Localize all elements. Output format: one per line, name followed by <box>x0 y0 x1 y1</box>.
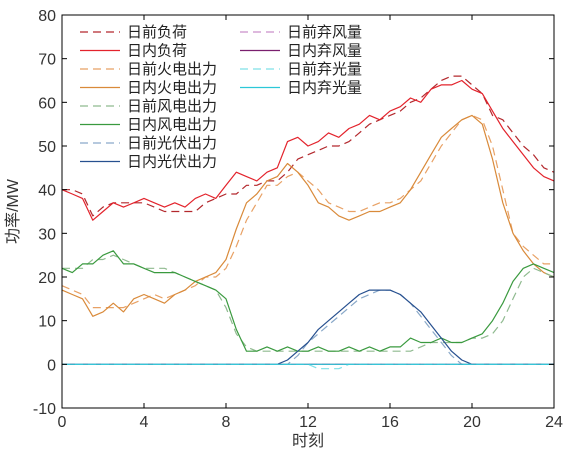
x-axis-title: 时刻 <box>292 432 324 450</box>
legend-label-1: 日前负荷 <box>127 24 187 41</box>
x-tick-label: 16 <box>381 414 399 431</box>
legend-label-2: 日内负荷 <box>127 43 187 60</box>
legend-label-5: 日前风电出力 <box>127 98 217 115</box>
y-tick-label: 40 <box>38 183 56 200</box>
legend-label-8: 日内光伏出力 <box>127 154 217 171</box>
y-tick-label: 0 <box>47 357 56 374</box>
series-line-3 <box>61 114 554 309</box>
x-tick-label: 0 <box>58 414 67 431</box>
legend-label-4: 日内火电出力 <box>127 80 217 97</box>
series-layer <box>61 75 555 370</box>
legend-label-7: 日前光伏出力 <box>127 135 217 152</box>
series-line-2 <box>61 79 555 221</box>
x-tick-label: 20 <box>463 414 481 431</box>
legend-label-9: 日前弃风量 <box>287 24 362 41</box>
legend-label-12: 日内弃光量 <box>287 80 362 97</box>
legend-label-10: 日内弃风量 <box>287 43 362 60</box>
y-tick-label: 50 <box>38 139 56 156</box>
legend: 日前负荷日内负荷日前火电出力日内火电出力日前风电出力日内风电出力日前光伏出力日内… <box>80 24 362 171</box>
y-tick-label: -10 <box>33 401 56 418</box>
series-line-1 <box>62 75 555 217</box>
y-axis-title: 功率/MW <box>4 178 22 244</box>
x-tick-label: 24 <box>545 414 563 431</box>
legend-label-3: 日前火电出力 <box>127 61 217 78</box>
legend-label-6: 日内风电出力 <box>127 117 217 134</box>
y-tick-label: 30 <box>38 226 56 243</box>
x-tick-label: 4 <box>140 414 149 431</box>
series-line-6 <box>61 250 555 352</box>
series-line-4 <box>61 114 555 317</box>
legend-label-11: 日前弃光量 <box>287 61 362 78</box>
y-tick-label: 10 <box>38 314 56 331</box>
x-tick-label: 12 <box>299 414 317 431</box>
y-tick-label: 80 <box>38 8 56 25</box>
y-tick-label: 60 <box>38 95 56 112</box>
x-tick-label: 8 <box>222 414 231 431</box>
y-tick-label: 70 <box>38 52 56 69</box>
y-tick-label: 20 <box>38 270 56 287</box>
